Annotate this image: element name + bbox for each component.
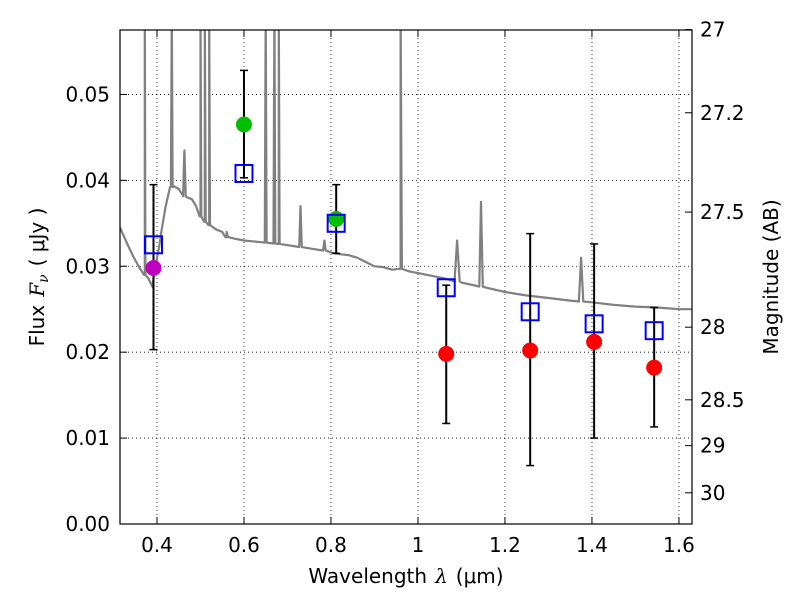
y-tick-label: 0.05	[65, 82, 110, 106]
x-axis-label: Wavelength λ (μm)	[308, 564, 503, 588]
x-tick-label: 1.2	[489, 533, 521, 557]
plot-frame	[119, 29, 693, 525]
y-tick-label: 0.02	[65, 340, 110, 364]
observed-point	[586, 333, 603, 350]
model-point	[326, 213, 346, 233]
y-axis-ticks: 0.00 0.01 0.02 0.03 0.04 0.05	[65, 82, 127, 536]
model-point	[584, 314, 604, 334]
magnitude-axis-ticks: 27 27.2 27.5 28 28.5 29 30	[685, 18, 745, 505]
x-tick-label: 1.6	[663, 533, 695, 557]
y-tick-label: 0.04	[65, 168, 110, 192]
model-spectrum-line	[120, 30, 692, 311]
model-point	[644, 321, 664, 341]
x-tick-label: 0.4	[141, 533, 173, 557]
x-tick-label: 0.6	[228, 533, 260, 557]
observed-point	[328, 211, 345, 228]
observed-point	[646, 359, 663, 376]
y-tick-label: 0.01	[65, 426, 110, 450]
y-tick-label: 0.03	[65, 254, 110, 278]
magnitude-tick-label: 27	[700, 18, 725, 42]
y-tick-label: 0.00	[65, 512, 110, 536]
magnitude-axis-label: Magnitude (AB)	[759, 199, 783, 354]
model-point	[520, 302, 540, 322]
x-tick-label: 1.4	[576, 533, 608, 557]
magnitude-tick-label: 28.5	[700, 388, 745, 412]
observed-points	[145, 116, 663, 376]
observed-point	[438, 345, 455, 362]
magnitude-tick-label: 28	[700, 315, 725, 339]
observed-point	[522, 342, 539, 359]
model-point	[436, 278, 456, 298]
y-axis-label: FluxFν( μJy )	[25, 208, 52, 347]
observed-point	[235, 116, 252, 133]
model-point	[234, 163, 254, 183]
x-tick-label: 1	[412, 533, 425, 557]
observed-point	[145, 259, 162, 276]
model-point	[143, 235, 163, 255]
magnitude-tick-label: 27.5	[700, 200, 745, 224]
magnitude-tick-label: 29	[700, 434, 725, 458]
model-points	[143, 163, 664, 341]
magnitude-tick-label: 27.2	[700, 101, 745, 125]
magnitude-tick-label: 30	[700, 481, 725, 505]
x-axis-ticks: 0.4 0.6 0.8 1 1.2 1.4 1.6	[141, 30, 695, 557]
x-tick-label: 0.8	[315, 533, 347, 557]
